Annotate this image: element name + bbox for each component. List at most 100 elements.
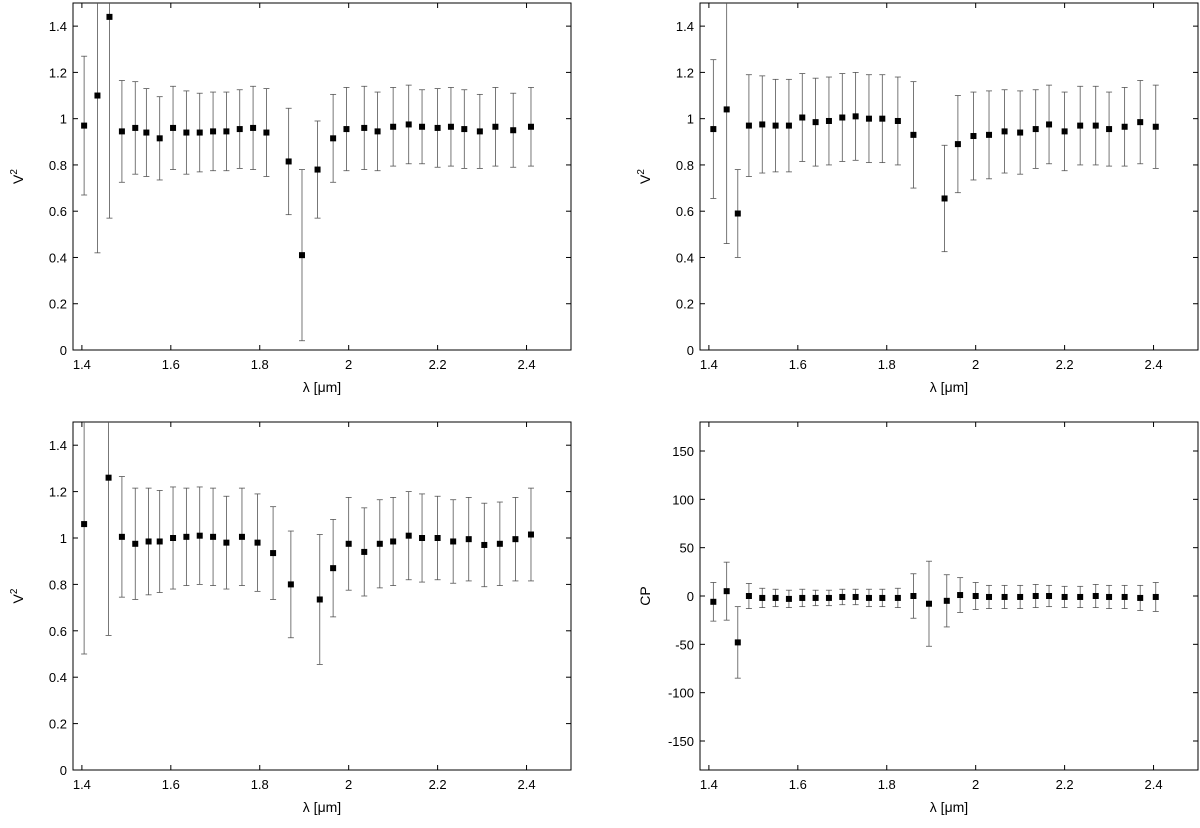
data-point (374, 128, 381, 135)
data-point (450, 538, 457, 545)
data-point (81, 122, 88, 129)
y-axis-label-text: V (637, 174, 653, 184)
x-tick-label: 1.8 (878, 777, 896, 792)
data-point (1092, 593, 1099, 599)
x-tick-label: 2 (972, 357, 979, 372)
data-point (812, 594, 819, 601)
data-point (1001, 593, 1008, 600)
data-point (865, 594, 872, 601)
data-point (361, 124, 368, 131)
data-point (1046, 593, 1053, 599)
data-point (156, 538, 163, 545)
y-axis-label-text: V (10, 593, 26, 603)
data-point (1001, 128, 1008, 135)
chart-panel-3: 1.4 1.6 1.8 2 2.2 2.4 0 0.2 0.4 0.6 0.8 1 1.2 1.4 λ [μ… (9, 421, 572, 815)
data-point (785, 595, 792, 602)
data-point (852, 593, 859, 600)
data-point (1061, 128, 1068, 135)
data-point (879, 594, 886, 601)
y-tick-label: 0 (60, 343, 67, 358)
data-point (236, 126, 243, 133)
y-tick-label: 0 (687, 343, 694, 358)
y-tick-label: 0.4 (49, 670, 67, 685)
data-point (1092, 122, 1099, 129)
y-axis-label-text: CP (637, 586, 653, 605)
data-point (238, 533, 245, 540)
data-point (986, 131, 993, 138)
plot-frame (699, 2, 1199, 351)
data-point (972, 593, 979, 599)
y-tick-label: 0.6 (49, 624, 67, 639)
x-tick-label: 1.4 (700, 777, 718, 792)
x-tick-label: 1.6 (162, 777, 180, 792)
data-point (405, 121, 412, 128)
data-point (118, 533, 125, 540)
data-point (925, 600, 932, 607)
data-point (1152, 593, 1159, 600)
data-point (1106, 593, 1113, 600)
data-point (527, 531, 534, 538)
data-point (772, 122, 779, 129)
data-point (170, 124, 177, 131)
y-tick-label: 0.6 (676, 204, 694, 219)
data-point (723, 106, 730, 113)
data-point (512, 536, 519, 543)
data-point (1017, 129, 1024, 136)
y-tick-label: 100 (672, 492, 694, 507)
x-axis-label: λ [μm] (303, 799, 341, 815)
y-axis-label: V2 (9, 169, 26, 184)
data-point (839, 593, 846, 600)
y-tick-label: -50 (675, 637, 694, 652)
data-point (106, 13, 113, 20)
data-point (183, 129, 190, 136)
data-point (81, 521, 88, 528)
data-point (865, 115, 872, 122)
data-point (510, 127, 517, 134)
x-tick-label: 1.4 (73, 357, 91, 372)
data-point (957, 592, 964, 599)
data-point (879, 115, 886, 122)
data-point (1077, 122, 1084, 129)
data-point (419, 535, 426, 541)
data-point (910, 593, 917, 599)
data-point (434, 535, 441, 541)
data-point (943, 597, 950, 604)
y-tick-label: 0.6 (49, 204, 67, 219)
x-tick-label: 1.6 (789, 357, 807, 372)
x-tick-label: 1.6 (789, 777, 807, 792)
x-tick-label: 2.2 (1056, 777, 1074, 792)
data-point (527, 123, 534, 130)
x-axis-label: λ [μm] (303, 379, 341, 395)
data-point (132, 540, 139, 547)
x-tick-label: 2.4 (517, 357, 535, 372)
data-point (745, 122, 752, 129)
data-point (183, 533, 190, 540)
data-point (759, 121, 766, 128)
data-point (1032, 126, 1039, 133)
data-point (345, 540, 352, 547)
data-point (285, 158, 292, 165)
data-point (210, 533, 217, 540)
data-point (481, 541, 488, 548)
data-point (461, 126, 468, 133)
y-tick-label: 1.4 (676, 19, 694, 34)
data-point (492, 123, 499, 130)
data-point (361, 548, 368, 555)
y-axis-label-superscript: 2 (9, 169, 20, 175)
y-tick-label: 0.8 (49, 158, 67, 173)
x-tick-label: 2.4 (1144, 357, 1162, 372)
x-axis-label: λ [μm] (930, 799, 968, 815)
chart-panel-4: 1.4 1.6 1.8 2 2.2 2.4 -150 -100 -50 0 50 100 150 λ [μ… (637, 421, 1199, 815)
data-point (839, 114, 846, 121)
data-point (1046, 121, 1053, 128)
data-point (734, 210, 741, 217)
data-point (390, 123, 397, 130)
data-point (254, 539, 261, 546)
data-point (263, 129, 270, 136)
data-point (1137, 119, 1144, 126)
data-point (94, 92, 101, 99)
y-tick-label: 1 (60, 531, 67, 546)
data-point (132, 124, 139, 131)
